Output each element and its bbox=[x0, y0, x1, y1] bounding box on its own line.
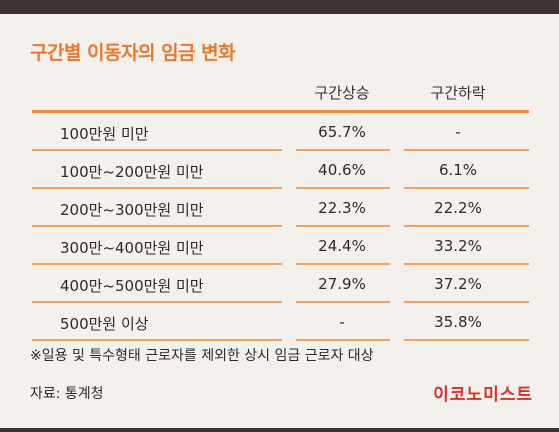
table-row: 500만원 이상 - 35.8% bbox=[32, 303, 529, 341]
row-divider bbox=[32, 301, 529, 303]
up-value: 65.7% bbox=[318, 123, 366, 141]
top-bar bbox=[0, 0, 559, 14]
row-label: 400만~500만원 미만 bbox=[60, 277, 204, 295]
up-value: 22.3% bbox=[318, 199, 366, 217]
table-row: 100만~200만원 미만 40.6% 6.1% bbox=[32, 151, 529, 189]
page-title: 구간별 이동자의 임금 변화 bbox=[30, 42, 236, 64]
row-label: 100만~200만원 미만 bbox=[60, 163, 204, 181]
footnote: ※일용 및 특수형태 근로자를 제외한 상시 임금 근로자 대상 bbox=[30, 348, 374, 364]
down-value: 33.2% bbox=[434, 237, 482, 255]
up-value: 27.9% bbox=[318, 275, 366, 293]
down-value: 35.8% bbox=[434, 313, 482, 331]
table-row: 100만원 미만 65.7% - bbox=[32, 113, 529, 151]
header-rule bbox=[32, 110, 529, 113]
table-row: 300만~400만원 미만 24.4% 33.2% bbox=[32, 227, 529, 265]
row-label: 500만원 이상 bbox=[60, 315, 149, 333]
row-divider bbox=[32, 225, 529, 227]
table-header: 구간상승 구간하락 bbox=[32, 80, 529, 108]
down-value: 6.1% bbox=[438, 161, 478, 179]
row-label: 200만~300만원 미만 bbox=[60, 201, 204, 219]
up-value: 24.4% bbox=[318, 237, 366, 255]
row-label: 100만원 미만 bbox=[60, 125, 149, 143]
bottom-bar bbox=[0, 428, 559, 432]
column-header-up: 구간상승 bbox=[314, 84, 370, 102]
down-value: - bbox=[455, 123, 461, 141]
row-label: 300만~400만원 미만 bbox=[60, 239, 204, 257]
up-value: 40.6% bbox=[318, 161, 366, 179]
row-divider bbox=[32, 263, 529, 265]
up-value: - bbox=[339, 313, 345, 331]
column-header-down: 구간하락 bbox=[430, 84, 486, 102]
brand-logo: 이코노미스트 bbox=[433, 385, 533, 405]
down-value: 22.2% bbox=[434, 199, 482, 217]
source-label: 자료: 통계청 bbox=[30, 386, 104, 402]
row-divider bbox=[32, 339, 529, 341]
row-divider bbox=[32, 187, 529, 189]
row-divider bbox=[32, 149, 529, 151]
table-row: 200만~300만원 미만 22.3% 22.2% bbox=[32, 189, 529, 227]
table-row: 400만~500만원 미만 27.9% 37.2% bbox=[32, 265, 529, 303]
down-value: 37.2% bbox=[434, 275, 482, 293]
